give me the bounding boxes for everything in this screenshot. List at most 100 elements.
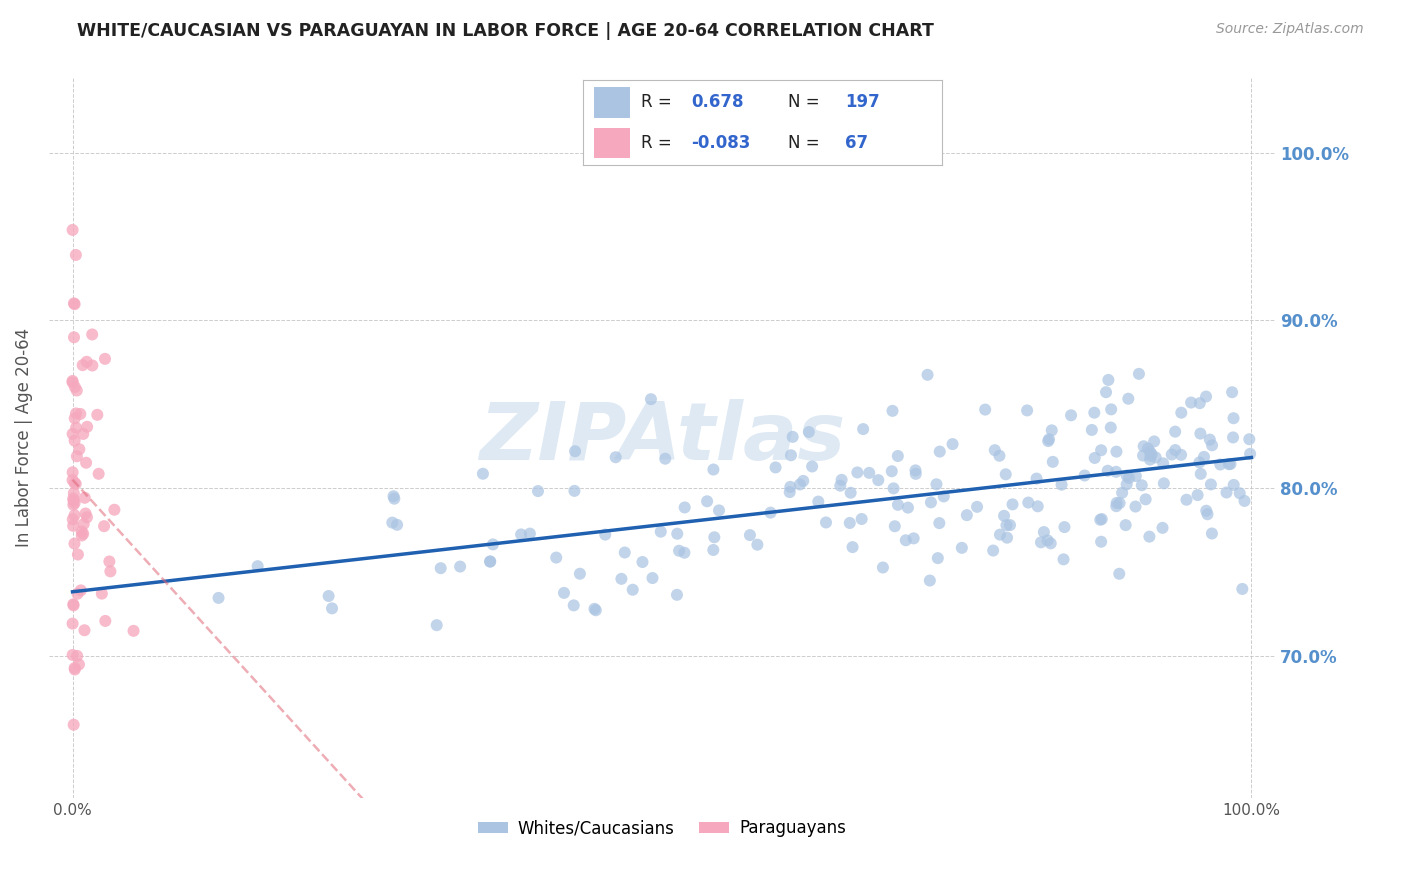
Point xyxy=(1118,471,1140,485)
Point xyxy=(62,426,84,441)
Point xyxy=(1187,488,1209,502)
Point xyxy=(703,530,725,544)
Point xyxy=(1111,485,1133,500)
Point xyxy=(707,503,730,517)
Point xyxy=(63,508,86,523)
Point xyxy=(207,591,229,605)
Point xyxy=(63,496,86,510)
Point xyxy=(605,450,627,465)
Point xyxy=(858,466,880,480)
Point xyxy=(610,572,633,586)
Point xyxy=(984,443,1007,458)
Point xyxy=(90,586,112,600)
Point xyxy=(1040,423,1063,437)
Point xyxy=(1108,496,1130,510)
Point xyxy=(1152,456,1174,470)
Point xyxy=(641,571,664,585)
Point xyxy=(846,466,869,480)
Point xyxy=(995,518,1018,533)
Point xyxy=(1175,492,1198,507)
Point xyxy=(65,248,87,262)
Point xyxy=(87,467,110,481)
Point xyxy=(631,555,654,569)
Point xyxy=(1097,373,1119,387)
Point xyxy=(1153,476,1175,491)
Point xyxy=(66,587,89,601)
Point xyxy=(995,531,1018,545)
Point xyxy=(72,526,94,541)
Point xyxy=(1128,367,1150,381)
Point xyxy=(321,601,343,615)
Point xyxy=(1001,497,1024,511)
Point xyxy=(1220,385,1243,400)
Point xyxy=(1239,432,1261,446)
Point xyxy=(62,473,84,487)
Point xyxy=(1160,448,1182,462)
Point xyxy=(75,456,97,470)
Point xyxy=(564,444,586,458)
Point xyxy=(897,500,920,515)
Point xyxy=(1137,530,1160,544)
Point xyxy=(63,380,86,394)
Point xyxy=(1132,449,1154,463)
Point xyxy=(1222,411,1244,425)
Point xyxy=(63,296,86,310)
Point xyxy=(883,519,905,533)
Point xyxy=(65,406,87,420)
Point xyxy=(1105,444,1128,458)
Point xyxy=(69,583,91,598)
Point xyxy=(807,494,830,508)
Point xyxy=(527,484,550,499)
Point xyxy=(1201,526,1223,541)
Point xyxy=(382,491,405,506)
Point xyxy=(62,519,84,533)
Point xyxy=(1188,455,1211,469)
Point xyxy=(747,538,769,552)
Point xyxy=(63,661,86,675)
Point xyxy=(882,404,904,418)
Point xyxy=(665,588,688,602)
Point xyxy=(62,491,84,506)
Point xyxy=(1118,392,1140,406)
Point xyxy=(998,518,1021,533)
Point xyxy=(1152,521,1174,535)
Point xyxy=(1139,452,1161,467)
Point xyxy=(67,442,90,457)
Point xyxy=(62,465,84,479)
Point xyxy=(63,330,86,344)
Point xyxy=(585,603,607,617)
Point xyxy=(904,467,927,481)
Point xyxy=(988,449,1011,463)
Text: R =: R = xyxy=(641,134,672,152)
Point xyxy=(1039,536,1062,550)
Point xyxy=(75,507,97,521)
Point xyxy=(73,517,96,532)
Point xyxy=(62,648,84,662)
Point xyxy=(1170,448,1192,462)
Point xyxy=(1090,513,1112,527)
Point xyxy=(1125,500,1147,514)
Point xyxy=(1105,465,1128,479)
Point xyxy=(1189,467,1212,481)
Point xyxy=(1026,500,1049,514)
Point xyxy=(70,528,93,542)
Point xyxy=(73,624,96,638)
Text: 197: 197 xyxy=(845,94,880,112)
Point xyxy=(1038,433,1060,447)
Point xyxy=(1209,458,1232,472)
Point xyxy=(1199,477,1222,491)
Point xyxy=(1189,426,1212,441)
Point xyxy=(1239,447,1261,461)
Point xyxy=(564,483,586,498)
Point xyxy=(966,500,988,514)
Point xyxy=(65,476,87,491)
Point xyxy=(1170,406,1192,420)
Point xyxy=(789,477,811,491)
Point xyxy=(1073,468,1095,483)
Point xyxy=(1180,395,1202,409)
Point xyxy=(887,449,910,463)
Point xyxy=(1135,492,1157,507)
Point xyxy=(894,533,917,548)
Point xyxy=(994,467,1017,482)
Point xyxy=(917,368,939,382)
